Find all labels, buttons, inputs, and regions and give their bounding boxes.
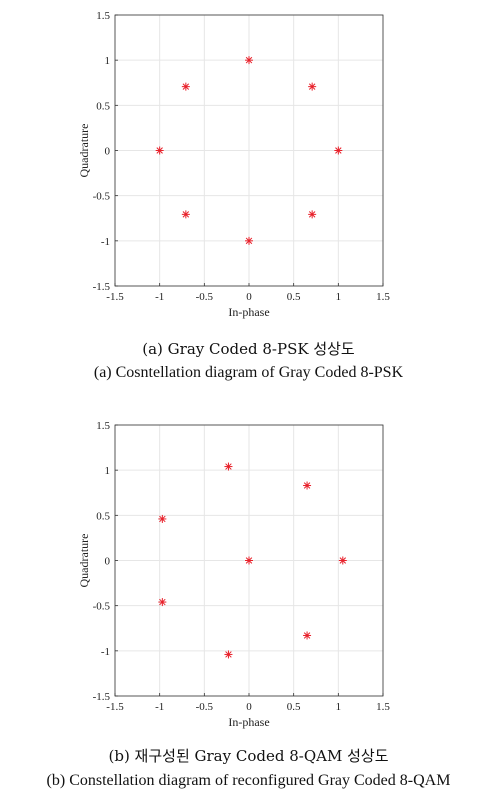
caption-b-english: (b) Constellation diagram of reconfigure… [46,772,451,789]
x-tick-label: 1.5 [376,291,390,303]
x-tick-label: 0 [246,701,252,713]
y-tick-label: 1.5 [96,10,110,22]
x-tick-label: -1.5 [106,701,124,713]
y-tick-label: 1 [105,55,111,67]
data-point [308,82,317,91]
y-tick-label: -0.5 [93,191,111,203]
x-axis-label: In-phase [228,305,269,319]
y-tick-label: 0 [105,146,111,158]
x-tick-label: -1 [155,291,164,303]
x-tick-label: 0.5 [287,291,301,303]
y-tick-label: -1.5 [93,691,111,703]
data-point [158,598,167,607]
chart-8qam: -1.5 -1 -0.5 0 0.5 1 1.5 1.5 1 0.5 0 -0.5 -1 -1.5 In-p… [77,420,390,729]
x-tick-label: -1.5 [106,291,124,303]
data-point [158,514,167,523]
caption-b-korean: (b) 재구성된 Gray Coded 8-QAM 성상도 [108,747,389,765]
x-tick-label: -0.5 [196,291,214,303]
x-tick-label: 0 [246,291,252,303]
data-point [303,631,312,640]
y-tick-label: -1 [101,236,110,248]
y-tick-label: -1.5 [93,281,111,293]
data-point [155,146,164,155]
chart-8psk: -1.5 -1 -0.5 0 0.5 1 1.5 1.5 1 0.5 0 -0.5 -1 -1.5 In-p… [77,10,390,319]
x-tick-label: -1 [155,701,164,713]
y-tick-label: 0.5 [96,510,110,522]
data-point [224,462,233,471]
x-tick-label: -0.5 [196,701,214,713]
data-point [181,210,190,219]
x-tick-label: 1 [336,701,342,713]
y-tick-label: 0 [105,556,111,568]
x-axis-label: In-phase [228,715,269,729]
x-tick-label: 1 [336,291,342,303]
y-tick-label: -1 [101,646,110,658]
data-point [338,556,347,565]
y-axis-label: Quadrature [77,534,91,588]
data-point [224,650,233,659]
data-point [245,236,253,245]
data-point [181,82,190,91]
y-tick-label: 1.5 [96,420,110,432]
y-tick-label: 0.5 [96,100,110,112]
caption-a-english: (a) Cosntellation diagram of Gray Coded … [93,364,404,381]
data-point [303,481,312,490]
caption-a-korean: (a) Gray Coded 8-PSK 성상도 [142,340,355,358]
y-axis-label: Quadrature [77,124,91,178]
data-point [245,56,253,65]
x-tick-label: 0.5 [287,701,301,713]
x-tick-label: 1.5 [376,701,390,713]
data-point [308,210,317,219]
y-tick-label: 1 [105,465,111,477]
data-point [334,146,343,155]
y-tick-label: -0.5 [93,601,111,613]
data-point [245,556,253,565]
